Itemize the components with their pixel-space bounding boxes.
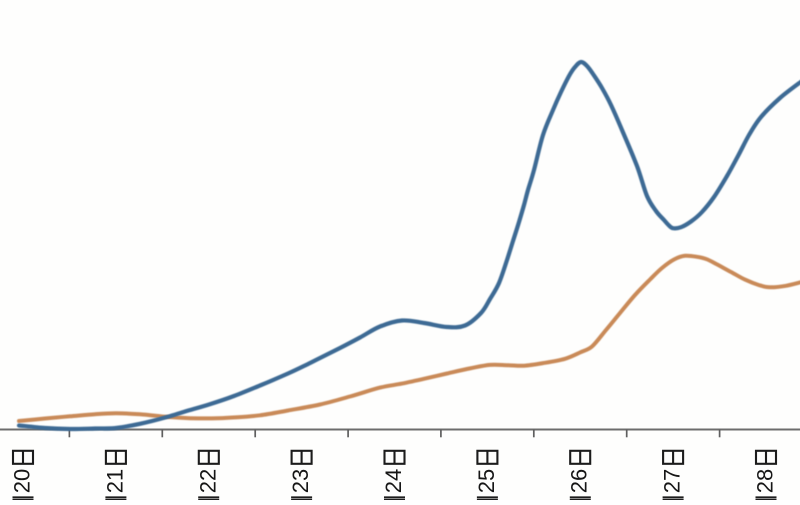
svg-text:21: 21: [102, 469, 127, 493]
svg-text:23: 23: [288, 469, 313, 493]
svg-text:20: 20: [10, 469, 35, 493]
svg-text:24: 24: [381, 469, 406, 493]
svg-text:28: 28: [753, 469, 778, 493]
svg-text:22: 22: [195, 469, 220, 493]
svg-text:26: 26: [567, 469, 592, 493]
svg-text:25: 25: [474, 469, 499, 493]
svg-text:27: 27: [660, 469, 685, 493]
